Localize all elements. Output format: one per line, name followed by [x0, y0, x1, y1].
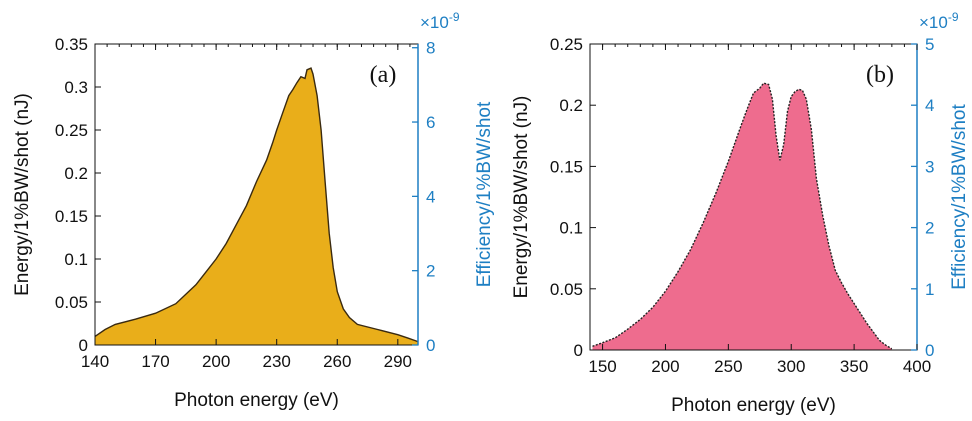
chart-panel-a: 140 170 200 230 260 29000.050.10.150.20.250.3…: [12, 10, 495, 411]
y-tick-label: 0: [574, 341, 583, 360]
spectrum-line: [94, 67, 419, 343]
right-tick-label: 6: [426, 113, 435, 132]
y-axis-label: Energy/1%BW/shot (nJ): [511, 96, 532, 299]
x-tick-label: 140: [81, 352, 109, 371]
x-tick-label: 170: [141, 352, 169, 371]
y-tick-label: 0.15: [550, 157, 583, 176]
x-tick-label: 400: [903, 357, 931, 376]
x-tick-label: 200: [651, 357, 679, 376]
y-tick-label: 0.25: [55, 121, 88, 140]
spectrum-area: [592, 83, 892, 350]
right-tick-label: 0: [426, 336, 435, 355]
y-tick-label: 0: [79, 336, 88, 355]
right-tick-label: 4: [426, 187, 435, 206]
y-tick-label: 0.35: [55, 35, 88, 54]
y-tick-label: 0.1: [64, 250, 88, 269]
y-tick-label: 0.2: [559, 96, 583, 115]
right-tick-label: 2: [925, 219, 934, 238]
x-tick-label: 250: [714, 357, 742, 376]
spectrum-line: [592, 82, 893, 350]
right-axis-exponent: -9: [948, 10, 959, 24]
x-tick-label: 150: [588, 357, 616, 376]
chart-panel-b: 150 200 250 300 350 40000.050.10.150.20.25012…: [511, 10, 970, 416]
right-axis-label: Efficiency/1%BW/shot: [949, 104, 970, 290]
spectrum-area: [95, 68, 418, 345]
right-axis-multiplier: ×10-9: [919, 10, 959, 32]
x-axis-label: Photon energy (eV): [671, 395, 836, 416]
right-tick-label: 5: [925, 35, 934, 54]
right-axis-label: Efficiency/1%BW/shot: [474, 101, 495, 287]
y-tick-label: 0.15: [55, 207, 88, 226]
y-tick-label: 0.3: [64, 78, 88, 97]
x-tick-label: 290: [384, 352, 412, 371]
y-tick-label: 0.2: [64, 164, 88, 183]
y-tick-label: 0.25: [550, 35, 583, 54]
x-tick-label: 350: [840, 357, 868, 376]
right-tick-label: 1: [925, 280, 934, 299]
right-tick-label: 4: [925, 96, 934, 115]
right-axis-exponent: -9: [449, 10, 460, 24]
right-axis-multiplier: ×10-9: [420, 10, 460, 32]
x-tick-label: 300: [777, 357, 805, 376]
right-tick-label: 0: [925, 341, 934, 360]
right-tick-label: 3: [925, 157, 934, 176]
right-tick-label: 8: [426, 39, 435, 58]
right-tick-label: 2: [426, 262, 435, 281]
x-tick-label: 200: [202, 352, 230, 371]
y-tick-label: 0.05: [55, 293, 88, 312]
y-tick-label: 0.05: [550, 280, 583, 299]
x-tick-label: 260: [323, 352, 351, 371]
panel-label: (a): [370, 62, 397, 88]
panel-label: (b): [866, 62, 894, 88]
y-axis-label: Energy/1%BW/shot (nJ): [12, 93, 33, 296]
x-tick-label: 230: [263, 352, 291, 371]
x-axis-label: Photon energy (eV): [174, 390, 339, 411]
y-tick-label: 0.1: [559, 219, 583, 238]
